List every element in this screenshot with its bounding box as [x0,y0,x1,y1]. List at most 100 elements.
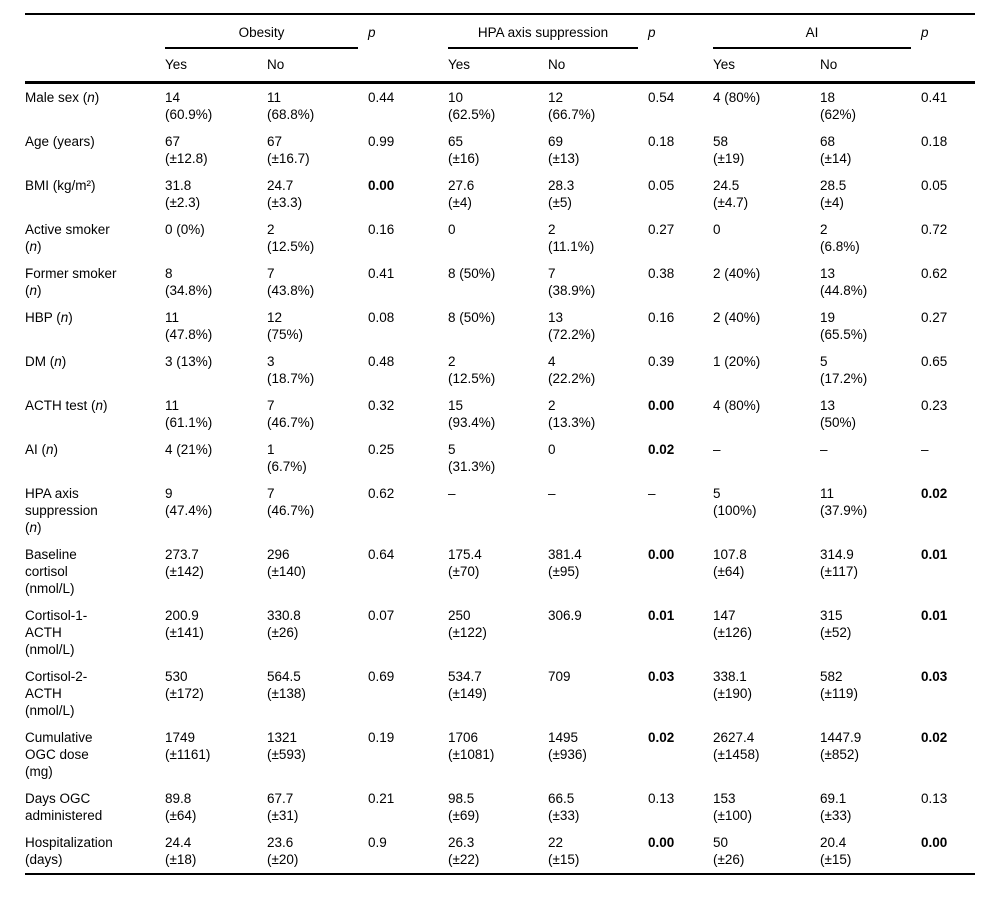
hpa-p-value: 0.16 [648,310,675,325]
hpa-no-value: 13 (72.2%) [548,310,596,342]
ai-p-value: 0.18 [921,134,948,149]
group-header-hpa-axis-suppression: HPA axis suppression [448,14,648,49]
row-label: HPA axis suppression (n) [25,486,98,535]
ai-no-value: 19 (65.5%) [820,310,868,342]
row-label: Former smoker (n) [25,266,117,298]
obesity-p-value: 0.99 [368,134,395,149]
table-row: Former smoker (n) 8 (34.8%) 7 (43.8%) 0.41 8 (5… [25,260,975,304]
obesity-no-value: 12 (75%) [267,310,304,342]
obesity-yes-value: 9 (47.4%) [165,486,213,518]
hpa-no-value: 22 (±15) [548,835,580,867]
table-row: ACTH test (n) 11 (61.1%) 7 (46.7%) 0.32 15 (93.… [25,392,975,436]
hpa-p-value: 0.00 [648,835,675,850]
obesity-yes-value: 273.7 (±142) [165,547,204,579]
ai-yes-value: – [713,442,721,457]
obesity-yes-value: 89.8 (±64) [165,791,197,823]
ai-p-value: 0.01 [921,547,948,562]
ai-no-value: 315 (±52) [820,608,852,640]
table-row: Cumulative OGC dose (mg) 1749 (±1161) 1321 (±5… [25,724,975,785]
hpa-no-value: 0 [548,442,556,457]
group-label-ai: AI [713,24,912,49]
ai-no-value: 18 (62%) [820,90,857,122]
obesity-yes-value: 200.9 (±141) [165,608,204,640]
hpa-yes-value: 8 (50%) [448,310,496,325]
ai-yes-value: 0 [713,222,721,237]
ai-no-value: 68 (±14) [820,134,852,166]
ai-yes-header: Yes [713,57,736,72]
obesity-no-value: 23.6 (±20) [267,835,299,867]
obesity-p-value: 0.08 [368,310,395,325]
hpa-no-value: 69 (±13) [548,134,580,166]
obesity-yes-value: 31.8 (±2.3) [165,178,201,210]
ai-yes-value: 2 (40%) [713,266,761,281]
ai-p-value: 0.23 [921,398,948,413]
ai-p-value: 0.02 [921,730,948,745]
table-row: Baseline cortisol (nmol/L) 273.7 (±142) 296 (±… [25,541,975,602]
row-label: Male sex (n) [25,90,100,105]
obesity-no-value: 1321 (±593) [267,730,306,762]
obesity-yes-value: 0 (0%) [165,222,205,237]
table-row: Cortisol-2- ACTH (nmol/L) 530 (±172) 564.5 (±1… [25,663,975,724]
ai-yes-value: 147 (±126) [713,608,752,640]
ai-yes-value: 2627.4 (±1458) [713,730,760,762]
empty-header-cell [921,49,975,83]
hpa-p-value: 0.13 [648,791,675,806]
obesity-p-value: 0.16 [368,222,395,237]
hpa-yes-value: 0 [448,222,456,237]
hpa-no-value: – [548,486,556,501]
ai-p-value: 0.03 [921,669,948,684]
obesity-yes-value: 530 (±172) [165,669,204,701]
row-label: Hospitalization (days) [25,835,113,867]
hpa-p-value: 0.05 [648,178,675,193]
hpa-yes-value: 5 (31.3%) [448,442,496,474]
p-column-header: p [921,14,975,49]
row-label: Active smoker (n) [25,222,110,254]
row-label: Cortisol-2- ACTH (nmol/L) [25,669,88,718]
p-header-label: p [648,25,656,40]
ai-yes-value: 153 (±100) [713,791,752,823]
ai-yes-value: 338.1 (±190) [713,669,752,701]
p-column-header: p [368,14,448,49]
obesity-p-value: 0.48 [368,354,395,369]
ai-yes-value: 1 (20%) [713,354,761,369]
row-label: Cortisol-1- ACTH (nmol/L) [25,608,88,657]
row-label: AI (n) [25,442,59,457]
table-header: Obesity p HPA axis suppression p AI p [25,14,976,83]
table-row: Hospitalization (days) 24.4 (±18) 23.6 (±20) 0… [25,829,975,874]
group-label-hpa-axis-suppression: HPA axis suppression [448,24,639,49]
table-row: DM (n) 3 (13%) 3 (18.7%) 0.48 2 (12.5%) 4 (22.2%… [25,348,975,392]
hpa-no-value: 4 (22.2%) [548,354,596,386]
row-label: HBP (n) [25,310,73,325]
hpa-no-value: 7 (38.9%) [548,266,596,298]
obesity-p-value: 0.19 [368,730,395,745]
obesity-p-value: 0.41 [368,266,395,281]
ai-p-value: 0.01 [921,608,948,623]
row-label: Baseline cortisol (nmol/L) [25,547,77,596]
p-column-header: p [648,14,713,49]
hpa-yes-value: 250 (±122) [448,608,487,640]
hpa-no-header: No [548,57,566,72]
obesity-p-value: 0.25 [368,442,395,457]
ai-no-value: 13 (50%) [820,398,857,430]
p-header-label: p [368,25,376,40]
obesity-no-value: 7 (46.7%) [267,486,315,518]
obesity-p-value: 0.07 [368,608,395,623]
ai-yes-value: 4 (80%) [713,398,761,413]
hpa-no-value: 2 (11.1%) [548,222,595,254]
ai-no-value: 28.5 (±4) [820,178,847,210]
ai-no-value: 2 (6.8%) [820,222,860,254]
hpa-p-value: 0.00 [648,398,675,413]
hpa-yes-value: – [448,486,456,501]
row-label: DM (n) [25,354,67,369]
ai-p-value: 0.41 [921,90,948,105]
hpa-p-value: 0.54 [648,90,675,105]
hpa-p-value: 0.38 [648,266,675,281]
obesity-yes-value: 3 (13%) [165,354,213,369]
ai-p-value: 0.62 [921,266,948,281]
obesity-yes-value: 14 (60.9%) [165,90,213,122]
row-label: Days OGC administered [25,791,103,823]
obesity-no-value: 296 (±140) [267,547,306,579]
ai-p-value: 0.72 [921,222,948,237]
hpa-yes-value: 534.7 (±149) [448,669,487,701]
